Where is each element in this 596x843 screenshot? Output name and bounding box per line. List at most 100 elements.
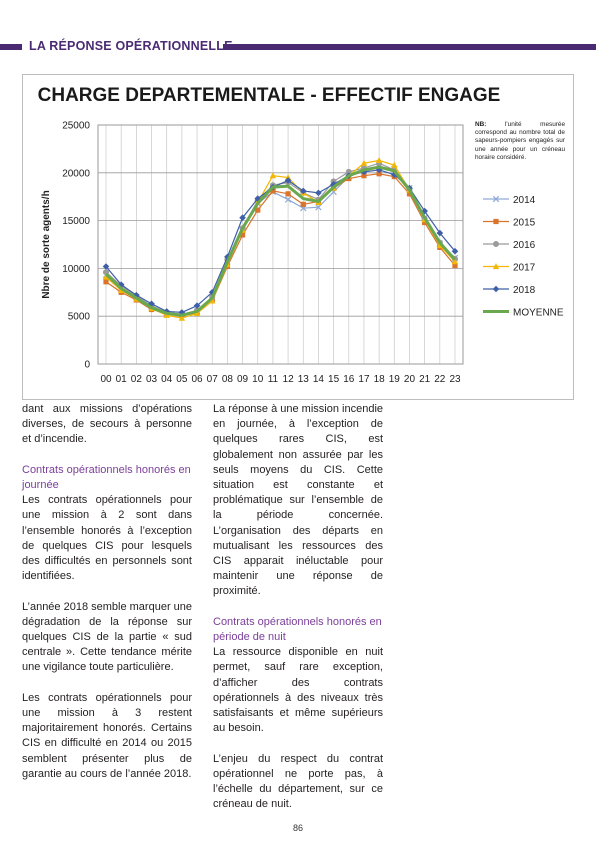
x-tick-label: 17 [358,374,370,385]
data-point-2017 [360,159,368,166]
chart-note-label: NB: [475,121,487,128]
x-tick-label: 14 [313,374,325,385]
data-point-2016 [345,168,352,175]
data-point-2015 [270,188,276,194]
x-tick-label: 19 [389,374,401,385]
subheading: Contrats opérationnels honorés en périod… [213,615,382,644]
data-point-2018 [421,207,428,215]
chart-note-text: l'unité mesurée correspond au nombre tot… [475,121,565,161]
section-title: LA RÉPONSE OPÉRATIONNELLE [29,39,233,53]
data-point-2015 [376,171,382,177]
x-tick-label: 16 [343,374,355,385]
x-tick-label: 01 [116,374,128,385]
x-tick-label: 15 [328,374,340,385]
x-tick-label: 07 [207,374,219,385]
data-point-2017 [451,258,459,265]
x-tick-label: 23 [449,374,461,385]
data-point-2018 [451,247,459,255]
chart-note: NB: l'unité mesurée correspond au nombre… [475,121,565,162]
y-tick-label: 5000 [68,312,91,323]
data-point-2018 [315,189,322,197]
legend-marker-2016 [493,241,499,247]
data-point-2017 [178,314,186,321]
legend-label-2014: 2014 [513,195,536,206]
paragraph: Les contrats opérationnels pour une miss… [22,494,192,583]
x-tick-label: 08 [222,374,234,385]
data-point-2017 [269,172,277,179]
series-line-2017 [105,159,456,319]
data-point-2015 [285,191,291,197]
paragraph: La ressource disponible en nuit permet, … [213,646,383,735]
x-tick-label: 00 [100,374,112,385]
paragraph: L’enjeu du respect du contrat opérationn… [213,752,383,811]
data-point-2015 [422,219,428,226]
data-point-2015 [239,232,246,238]
y-tick-label: 0 [84,360,90,371]
data-point-2018 [133,291,140,299]
data-point-2018 [117,281,125,288]
data-point-2015 [361,173,367,179]
legend-label-moyenne: MOYENNE [513,308,564,319]
y-tick-label: 25000 [62,121,90,132]
data-point-2017 [391,161,398,168]
data-point-2017 [209,297,216,304]
x-tick-label: 02 [131,374,143,385]
legend-label-2015: 2015 [513,218,536,229]
x-tick-label: 09 [237,374,249,385]
y-tick-label: 20000 [62,168,90,179]
data-point-2014 [284,196,292,203]
legend-label-2016: 2016 [513,240,536,251]
data-point-2015 [452,262,458,269]
x-tick-label: 20 [404,374,416,385]
legend-marker-2014 [492,195,500,203]
data-point-2018 [193,302,201,309]
x-tick-label: 10 [252,374,264,385]
x-tick-label: 06 [191,374,203,385]
data-point-2015 [300,201,306,207]
y-axis-label: Nbre de sorte agents/h [41,190,52,298]
x-tick-label: 05 [176,374,188,385]
line-chart: 0 5000 10000 15000 20000 25000 00 01 02 03 04 05 06 0… [41,121,564,386]
data-point-2015 [255,207,261,213]
data-point-2015 [103,279,109,285]
paragraph: Les contrats opérationnels pour une miss… [22,691,192,780]
data-point-2018 [375,166,383,174]
paragraph: L’année 2018 semble marquer une dégradat… [22,600,193,674]
paragraph: dant aux missions d’opérations diverses,… [22,403,192,446]
data-point-2018 [148,300,155,308]
header-bar-left [0,44,22,50]
legend-marker-2015 [493,218,499,225]
plot-area [97,124,464,365]
legend-marker-2017 [492,263,500,270]
series-line-moyenne [104,165,457,317]
x-tick-label: 03 [146,374,158,385]
data-point-2017 [163,311,170,318]
data-point-2014 [315,203,322,211]
header-bar-right [223,44,596,50]
legend-marker-2018 [492,285,500,293]
data-point-2015 [406,191,413,197]
data-point-2017 [375,156,383,163]
page-number: 86 [292,823,303,833]
data-point-2017 [102,273,110,280]
y-tick-label: 10000 [62,264,90,275]
subheading: Contrats opérationnels honorés en journé… [22,463,191,491]
text-column-left: dant aux missions d’opérations diverses,… [22,402,192,782]
legend-label-2017: 2017 [513,263,536,274]
y-tick-label: 15000 [62,216,90,227]
paragraph: La réponse à une mission incendie en jou… [213,403,384,598]
x-tick-label: 12 [283,374,295,385]
x-tick-label: 04 [161,374,173,385]
chart-container: CHARGE DEPARTEMENTALE - EFFECTIF ENGAGE … [22,74,574,400]
data-point-2018 [284,177,292,184]
x-tick-label: 22 [434,374,446,385]
x-tick-label: 18 [374,374,386,385]
data-point-2018 [239,214,246,222]
legend-label-2018: 2018 [513,285,536,296]
chart-title: CHARGE DEPARTEMENTALE - EFFECTIF ENGAGE [37,85,501,106]
data-point-2018 [436,229,444,237]
text-column-right: La réponse à une mission incendie en jou… [213,402,383,812]
data-point-2018 [391,171,398,179]
data-point-2018 [102,263,110,270]
series-line-2018 [105,169,456,313]
